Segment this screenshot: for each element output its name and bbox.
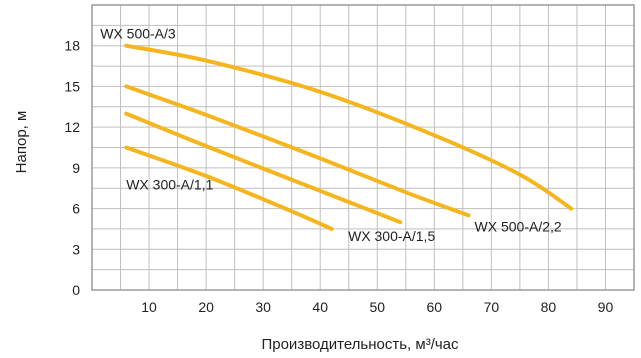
- x-tick-label: 20: [198, 299, 214, 315]
- series-line: [124, 145, 334, 231]
- series-label: WX 500-A/3: [100, 26, 176, 42]
- y-tick-label: 15: [64, 78, 80, 94]
- y-tick-label: 18: [64, 38, 80, 54]
- y-tick-label: 9: [72, 160, 80, 176]
- y-tick-label: 3: [72, 241, 80, 257]
- series-label: WX 500-A/2,2: [475, 218, 562, 234]
- series-labels: WX 500-A/3 WX 500-A/2,2 WX 300-A/1,5 WX 300…: [100, 26, 562, 244]
- x-tick-label: 60: [427, 299, 443, 315]
- series-line: [124, 111, 403, 225]
- x-tick-label: 70: [484, 299, 500, 315]
- x-tick-label: 40: [312, 299, 328, 315]
- series-line: [124, 84, 471, 218]
- series-label: WX 300-A/1,5: [348, 228, 435, 244]
- x-tick-label: 10: [141, 299, 157, 315]
- y-axis-title: Напор, м: [13, 111, 30, 174]
- x-tick-label: 30: [255, 299, 271, 315]
- series-lines: [124, 43, 574, 231]
- axes: 10 20 30 40 50 60 70 80 90 0 3 6 9 12 15 18: [64, 38, 613, 315]
- y-tick-label: 0: [72, 282, 80, 298]
- grid: [91, 4, 635, 291]
- x-tick-label: 50: [369, 299, 385, 315]
- y-tick-label: 12: [64, 119, 80, 135]
- x-axis-title: Производительность, м³/час: [261, 336, 459, 353]
- x-tick-label: 90: [598, 299, 614, 315]
- series-line: [124, 43, 574, 211]
- plot-frame: [91, 4, 635, 291]
- y-tick-label: 6: [72, 201, 80, 217]
- x-tick-label: 80: [541, 299, 557, 315]
- series-label: WX 300-A/1,1: [126, 177, 213, 193]
